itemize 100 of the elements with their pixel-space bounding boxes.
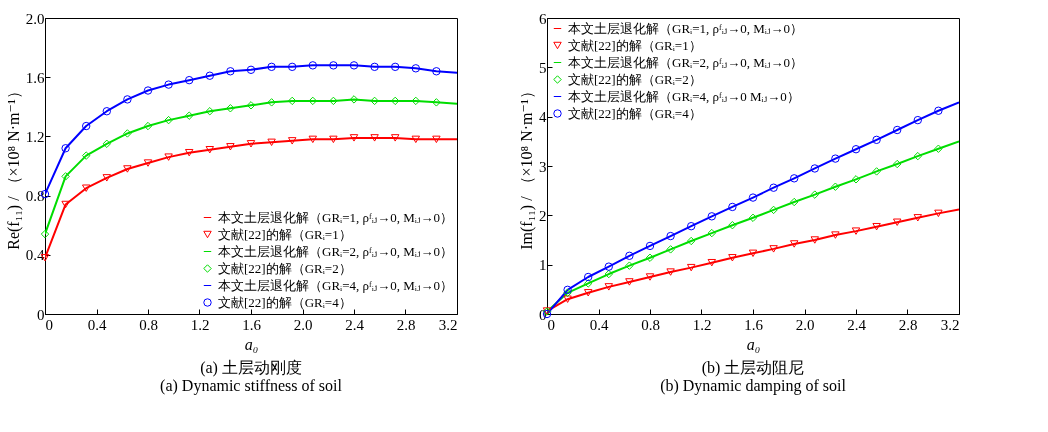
point [810, 164, 820, 173]
point [810, 190, 820, 199]
point [61, 172, 70, 181]
point [686, 263, 696, 272]
point [563, 295, 572, 303]
point [102, 139, 112, 149]
point [707, 212, 717, 221]
y-tick-label: 2.0 [25, 10, 45, 27]
point [913, 214, 923, 222]
point [329, 135, 338, 144]
point [102, 107, 112, 116]
legend-label: 文献[22]的解（GRᵢ=1） [218, 226, 352, 242]
x-tick-label: 2.8 [898, 316, 918, 333]
point [934, 106, 943, 115]
point [411, 96, 421, 106]
point [666, 231, 675, 241]
text: (a) Dynamic stiffness of soil [160, 377, 343, 395]
x-tick-label: 2.8 [396, 316, 416, 333]
x-tick-label: 2.4 [847, 316, 867, 333]
point [81, 121, 91, 131]
y-tick-label: 0.4 [25, 247, 45, 264]
y-tick-label: 0.8 [25, 188, 45, 205]
point [728, 220, 737, 230]
point [246, 101, 256, 110]
point [831, 231, 840, 239]
point [226, 104, 235, 113]
x-tick-label: 3.2 [438, 316, 458, 333]
legend-label: 文献[22]的解（GRᵢ=2） [218, 260, 352, 276]
point [123, 95, 132, 104]
point [267, 62, 276, 72]
point [184, 111, 194, 120]
point [164, 115, 173, 125]
point [349, 61, 359, 70]
point [102, 174, 112, 182]
point [390, 62, 400, 72]
point [390, 134, 400, 142]
y-tick-label: 1.2 [25, 128, 45, 145]
x-tick-label: 2.4 [345, 316, 365, 333]
point [645, 253, 655, 262]
text: (b) 土层动阻尼 [701, 359, 805, 377]
y-axis-title: Re(f₁₁) / （×10⁸ N·m⁻¹） [4, 83, 23, 250]
y-axis-title: Im(f₁₁) / （×10⁸ N·m⁻¹） [518, 83, 536, 250]
x-tick-label: 3.2 [940, 316, 960, 333]
point [707, 228, 717, 238]
point [604, 262, 614, 271]
x-tick-label: 1.6 [744, 316, 764, 333]
point [769, 245, 778, 253]
point [40, 229, 50, 239]
point [184, 148, 194, 157]
point [308, 61, 318, 70]
point [246, 140, 256, 148]
point [789, 197, 799, 207]
point [604, 283, 614, 291]
point [892, 125, 902, 135]
point [728, 254, 737, 262]
point [205, 146, 215, 154]
point [61, 200, 70, 209]
point [913, 115, 923, 125]
point [748, 249, 758, 258]
point [432, 135, 441, 144]
x-tick-label: 0.8 [139, 316, 158, 333]
point [851, 175, 861, 184]
point [892, 218, 902, 226]
point [810, 236, 820, 244]
point [329, 61, 338, 70]
point [851, 145, 861, 154]
point [287, 96, 297, 106]
point [583, 289, 593, 297]
y-tick-label: 4 [539, 109, 547, 126]
x-tick-label: 1.2 [692, 316, 712, 333]
legend-label: 文献[22]的解（GRᵢ=1） [568, 37, 702, 53]
point [287, 137, 297, 145]
point [432, 98, 441, 107]
point [604, 269, 614, 279]
point [164, 153, 173, 161]
y-tick-label: 1.6 [25, 69, 45, 86]
point [851, 227, 861, 235]
point [748, 193, 758, 202]
point [143, 121, 153, 131]
point [370, 62, 379, 72]
point [61, 144, 70, 153]
point [583, 279, 593, 288]
point [205, 71, 215, 80]
point [226, 67, 235, 76]
x-axis-title: a₀ [244, 335, 259, 353]
point [625, 278, 634, 286]
point [205, 107, 215, 116]
y-tick-label: 3 [539, 158, 547, 175]
point [707, 258, 717, 267]
legend-label: 本文土层退化解（GRᵢ=4, ρᶠᵢⱼ→0 Mᵢⱼ→0） [568, 88, 800, 104]
x-tick-label: 0.4 [87, 316, 107, 333]
point [329, 96, 338, 106]
legend-label: 本文土层退化解（GRᵢ=1, ρᶠᵢⱼ→0, Mᵢⱼ→0） [568, 20, 803, 36]
point [226, 143, 235, 151]
point [872, 135, 881, 145]
legend-label: 本文土层退化解（GRᵢ=1, ρᶠᵢⱼ→0, Mᵢⱼ→0） [218, 209, 453, 225]
point [645, 241, 655, 251]
point [411, 135, 421, 144]
point [411, 64, 421, 73]
text: (b) Dynamic damping of soil [660, 377, 847, 395]
